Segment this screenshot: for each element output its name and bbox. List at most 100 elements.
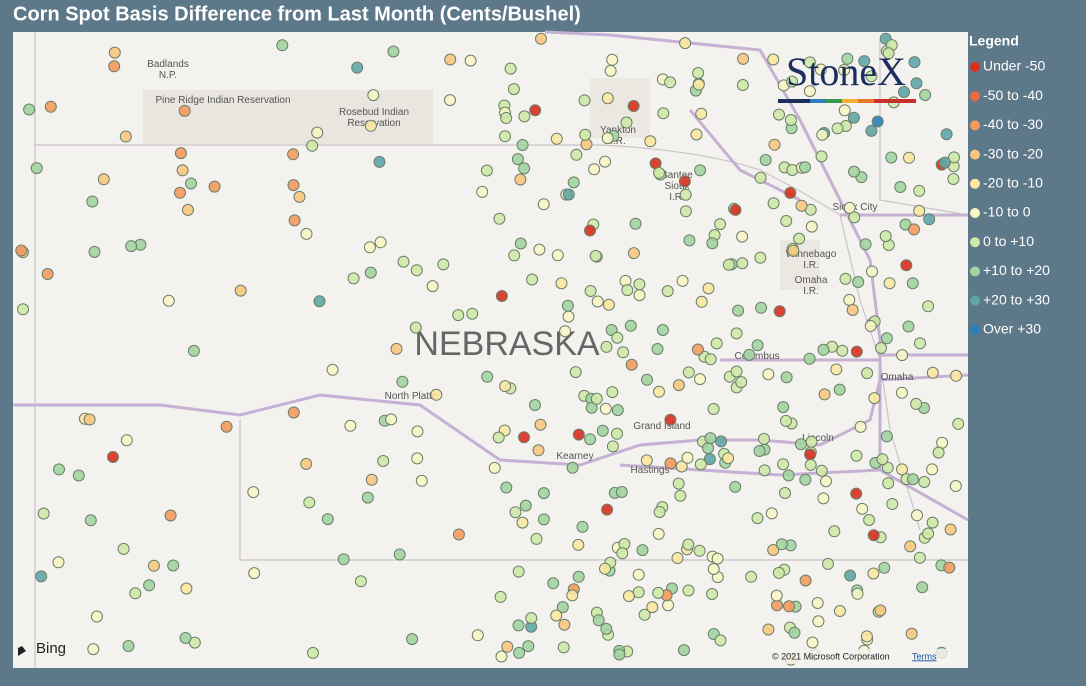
location-dot[interactable] xyxy=(351,61,364,74)
location-dot[interactable] xyxy=(83,413,96,426)
location-dot[interactable] xyxy=(526,273,539,286)
location-dot[interactable] xyxy=(303,496,316,509)
location-dot[interactable] xyxy=(695,107,708,120)
location-dot[interactable] xyxy=(948,151,960,164)
location-dot[interactable] xyxy=(952,417,965,430)
location-dot[interactable] xyxy=(627,247,640,260)
location-dot[interactable] xyxy=(661,285,674,298)
location-dot[interactable] xyxy=(516,516,529,529)
location-dot[interactable] xyxy=(812,615,825,628)
location-dot[interactable] xyxy=(556,601,569,614)
location-dot[interactable] xyxy=(759,154,772,166)
location-dot[interactable] xyxy=(743,348,756,361)
location-dot[interactable] xyxy=(561,299,574,312)
location-dot[interactable] xyxy=(53,463,65,476)
location-dot[interactable] xyxy=(799,574,812,587)
location-dot[interactable] xyxy=(176,164,189,177)
location-dot[interactable] xyxy=(534,418,547,431)
location-dot[interactable] xyxy=(795,199,808,212)
location-dot[interactable] xyxy=(84,514,97,527)
location-dot[interactable] xyxy=(846,304,859,316)
location-dot[interactable] xyxy=(410,264,423,277)
location-dot[interactable] xyxy=(732,304,745,317)
location-dot[interactable] xyxy=(393,548,406,561)
location-dot[interactable] xyxy=(590,392,603,405)
location-dot[interactable] xyxy=(344,419,357,432)
location-dot[interactable] xyxy=(852,276,865,288)
location-dot[interactable] xyxy=(566,461,579,474)
location-dot[interactable] xyxy=(500,112,513,124)
location-dot[interactable] xyxy=(307,646,319,659)
location-dot[interactable] xyxy=(762,623,775,636)
location-dot[interactable] xyxy=(782,469,795,482)
location-dot[interactable] xyxy=(620,116,633,129)
location-dot[interactable] xyxy=(584,285,597,297)
location-dot[interactable] xyxy=(559,325,572,338)
location-dot[interactable] xyxy=(627,100,640,112)
location-dot[interactable] xyxy=(871,115,884,128)
location-dot[interactable] xyxy=(119,130,132,143)
location-dot[interactable] xyxy=(596,424,609,437)
location-dot[interactable] xyxy=(678,175,691,188)
location-dot[interactable] xyxy=(817,343,830,356)
location-dot[interactable] xyxy=(830,363,843,376)
location-dot[interactable] xyxy=(722,452,735,465)
location-dot[interactable] xyxy=(533,243,546,256)
location-dot[interactable] xyxy=(530,532,543,545)
location-dot[interactable] xyxy=(848,165,860,178)
location-dot[interactable] xyxy=(652,527,665,540)
location-dot[interactable] xyxy=(916,581,929,594)
location-dot[interactable] xyxy=(936,436,949,449)
location-dot[interactable] xyxy=(579,128,592,141)
location-dot[interactable] xyxy=(507,83,520,96)
location-dot[interactable] xyxy=(633,278,646,291)
location-dot[interactable] xyxy=(679,205,692,218)
location-dot[interactable] xyxy=(816,128,829,141)
location-dot[interactable] xyxy=(651,343,664,355)
location-dot[interactable] xyxy=(570,148,583,161)
location-dot[interactable] xyxy=(780,414,792,427)
location-dot[interactable] xyxy=(838,104,851,117)
location-dot[interactable] xyxy=(730,327,743,340)
location-dot[interactable] xyxy=(514,173,527,186)
location-dot[interactable] xyxy=(480,164,493,177)
location-dot[interactable] xyxy=(672,379,685,392)
location-dot[interactable] xyxy=(611,331,624,344)
location-dot[interactable] xyxy=(839,272,852,285)
location-dot[interactable] xyxy=(883,277,896,290)
location-dot[interactable] xyxy=(793,232,806,245)
location-dot[interactable] xyxy=(525,612,538,625)
location-dot[interactable] xyxy=(97,173,110,186)
location-dot[interactable] xyxy=(777,458,790,471)
location-dot[interactable] xyxy=(572,428,585,441)
location-dot[interactable] xyxy=(444,94,456,107)
location-dot[interactable] xyxy=(633,289,646,302)
location-dot[interactable] xyxy=(923,213,936,226)
location-dot[interactable] xyxy=(799,473,812,486)
location-dot[interactable] xyxy=(532,444,545,457)
location-dot[interactable] xyxy=(805,435,818,448)
location-dot[interactable] xyxy=(904,540,917,553)
location-dot[interactable] xyxy=(704,353,717,366)
location-dot[interactable] xyxy=(601,132,614,145)
location-dot[interactable] xyxy=(841,52,854,65)
location-dot[interactable] xyxy=(886,498,899,510)
location-dot[interactable] xyxy=(572,538,585,551)
location-dot[interactable] xyxy=(616,547,629,560)
location-dot[interactable] xyxy=(584,224,596,237)
location-dot[interactable] xyxy=(493,212,506,225)
location-dot[interactable] xyxy=(107,451,119,463)
location-dot[interactable] xyxy=(495,650,508,663)
location-dot[interactable] xyxy=(910,77,923,90)
location-dot[interactable] xyxy=(164,509,177,522)
location-dot[interactable] xyxy=(287,406,300,419)
location-dot[interactable] xyxy=(562,310,575,323)
location-dot[interactable] xyxy=(751,512,764,525)
location-dot[interactable] xyxy=(52,556,65,569)
location-dot[interactable] xyxy=(557,641,570,654)
location-dot[interactable] xyxy=(326,363,339,376)
location-dot[interactable] xyxy=(820,475,832,488)
location-dot[interactable] xyxy=(690,128,703,141)
location-dot[interactable] xyxy=(167,559,180,572)
location-dot[interactable] xyxy=(632,568,645,581)
